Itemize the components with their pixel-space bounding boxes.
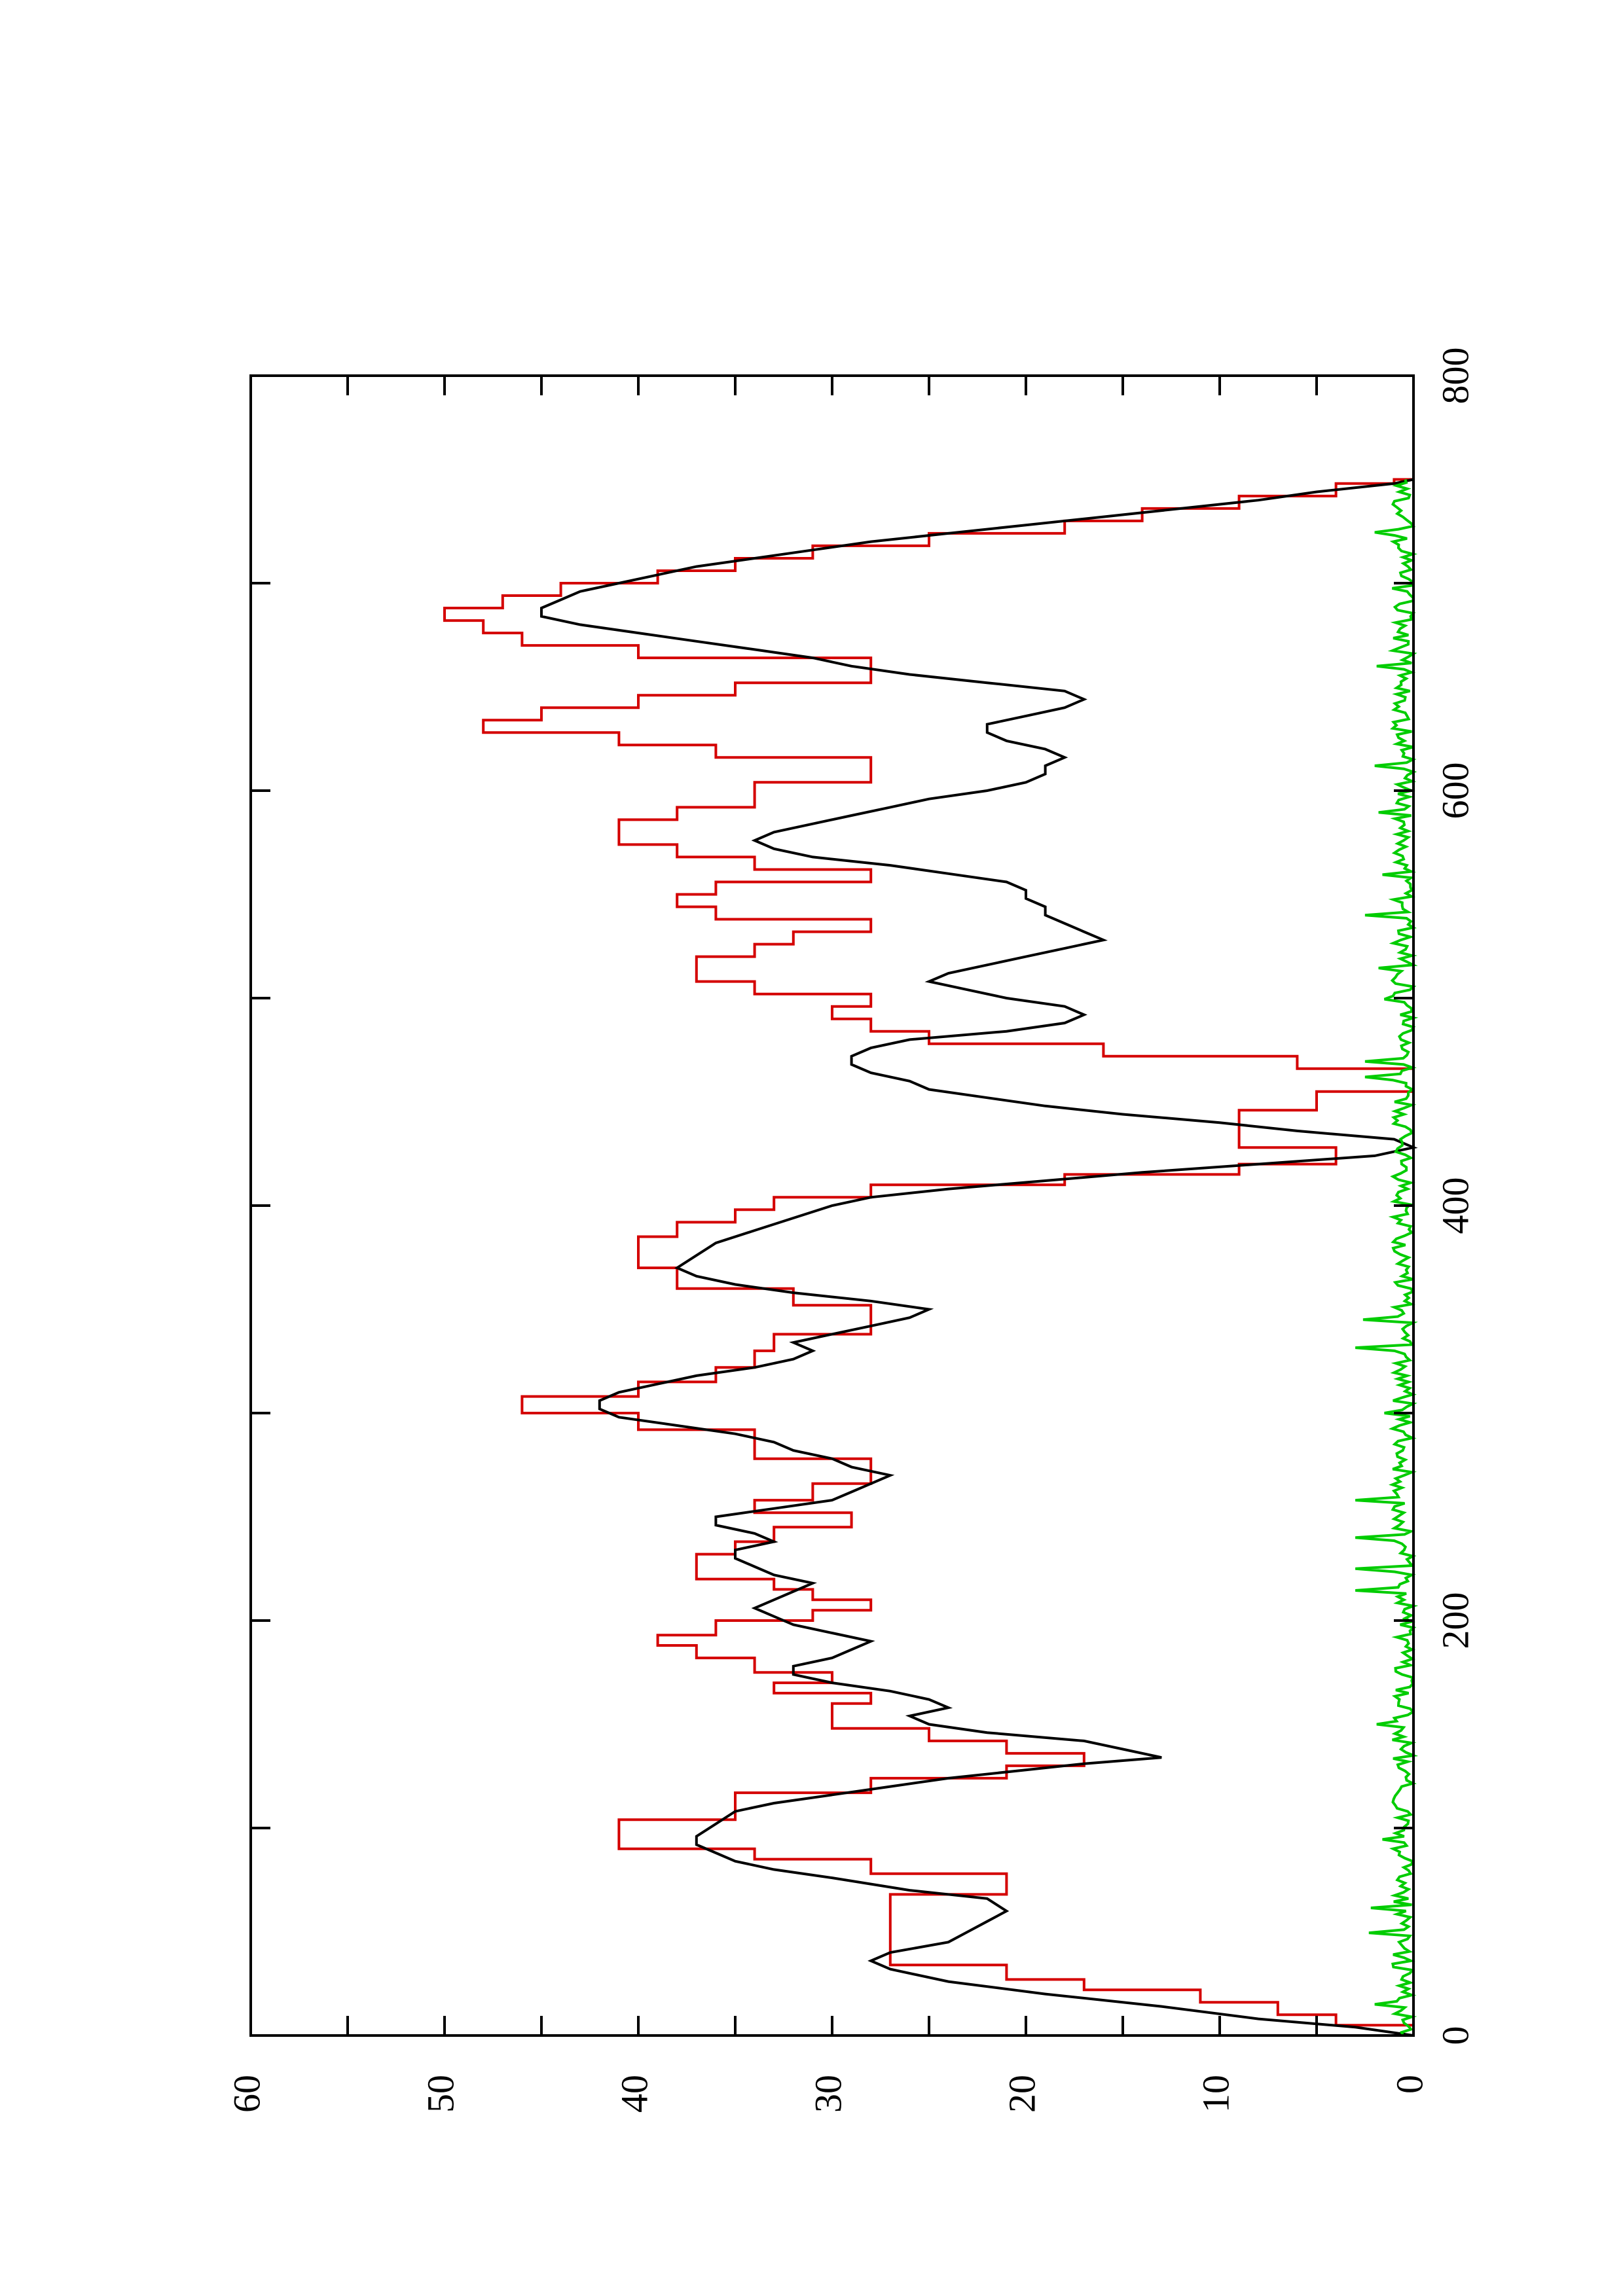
- x-tick-label: 800: [1434, 348, 1476, 404]
- label-layer: 0 200 400 600 800 0 10 20 30 40 50 60: [225, 348, 1476, 2113]
- series-line-1: [443, 478, 1415, 2036]
- plot-layer: [443, 478, 1419, 2037]
- series-line-2: [540, 478, 1418, 2037]
- series-line-3: [1355, 478, 1419, 2036]
- y-tick-label: 0: [1388, 2075, 1431, 2094]
- tick-layer: [249, 374, 1415, 2037]
- y-tick-label: 60: [225, 2075, 268, 2113]
- x-tick-label: 600: [1434, 762, 1476, 819]
- y-tick-label: 10: [1194, 2075, 1237, 2113]
- y-tick-label: 30: [807, 2075, 849, 2113]
- y-tick-label: 50: [419, 2075, 462, 2113]
- y-tick-label: 40: [613, 2075, 655, 2113]
- y-tick-label: 20: [1000, 2075, 1043, 2113]
- x-tick-label: 200: [1434, 1592, 1476, 1649]
- x-tick-label: 0: [1434, 2026, 1476, 2045]
- x-tick-label: 400: [1434, 1177, 1476, 1234]
